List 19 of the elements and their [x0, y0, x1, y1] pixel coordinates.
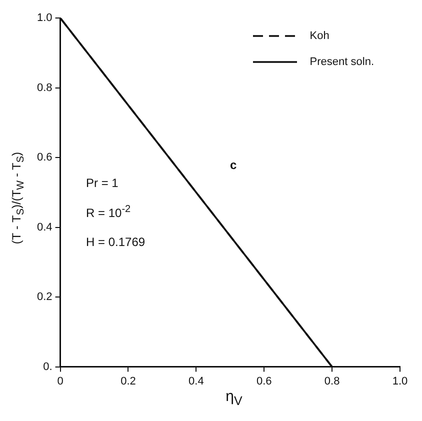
legend-label: Koh: [310, 30, 330, 42]
y-tick-label: 0.6: [36, 152, 52, 164]
annotation: H = 0.1769: [86, 235, 146, 249]
x-tick-label: 0: [57, 375, 64, 388]
annotation: Pr = 1: [86, 176, 118, 190]
y-tick-label: 0.2: [36, 291, 52, 304]
x-tick-label: 0.6: [256, 375, 272, 388]
x-tick-label: 0.2: [120, 375, 136, 388]
annotation: R = 10$^{-2}$: [86, 204, 131, 220]
y-tick-label: 1.0: [36, 12, 52, 24]
x-tick-label: 1.0: [392, 375, 408, 388]
y-tick-label: 0.4: [36, 221, 52, 234]
annotation: c: [230, 158, 237, 172]
legend-label: Present soln.: [310, 56, 374, 68]
x-tick-label: 0.8: [324, 375, 340, 388]
y-tick-label: 0.: [43, 360, 52, 373]
x-axis-title: η$_{V}$: [226, 388, 242, 408]
y-tick-label: 0.8: [36, 82, 52, 94]
x-tick-label: 0.4: [188, 375, 204, 388]
